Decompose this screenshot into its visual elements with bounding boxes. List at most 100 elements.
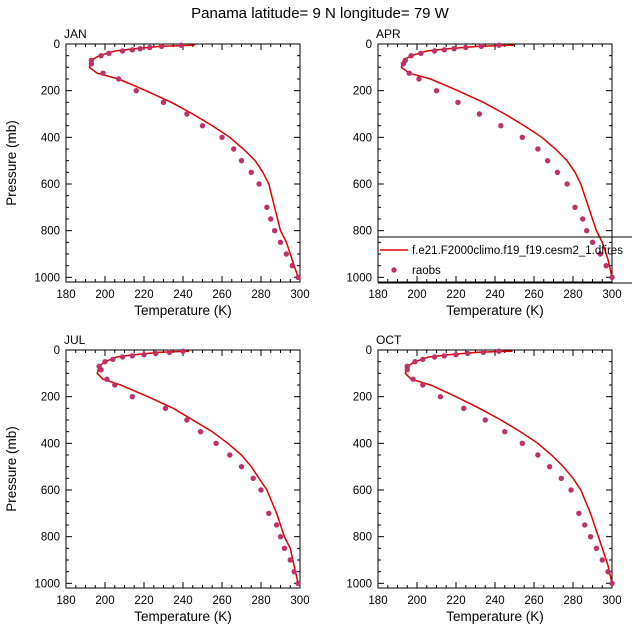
- y-tick-label: 600: [353, 179, 372, 191]
- raobs-point: [408, 52, 414, 59]
- panel-label: APR: [376, 27, 401, 41]
- raobs-point: [605, 568, 611, 575]
- raobs-point: [420, 382, 426, 388]
- raobs-point: [404, 367, 410, 373]
- raobs-point: [110, 356, 116, 363]
- raobs-point: [119, 354, 126, 360]
- x-tick-label: 220: [134, 595, 153, 607]
- x-tick-label: 260: [212, 595, 231, 607]
- raobs-point: [100, 70, 106, 76]
- x-tick-label: 240: [173, 289, 192, 301]
- y-tick-label: 0: [54, 39, 60, 51]
- x-tick-label: 180: [56, 595, 75, 607]
- raobs-point: [564, 181, 570, 187]
- raobs-point: [104, 376, 110, 382]
- raobs-point: [129, 353, 135, 359]
- raobs-point: [158, 43, 165, 50]
- raobs-point: [258, 487, 264, 493]
- y-tick-label: 800: [353, 532, 372, 544]
- x-tick-label: 260: [524, 595, 543, 607]
- raobs-point: [238, 157, 245, 164]
- raobs-point: [433, 87, 440, 94]
- raobs-point: [546, 463, 553, 470]
- raobs-point: [264, 204, 270, 211]
- raobs-point: [455, 99, 461, 106]
- x-tick-label: 220: [446, 595, 465, 607]
- raobs-point: [184, 417, 190, 423]
- y-tick-label: 0: [54, 345, 60, 357]
- y-tick-label: 400: [41, 132, 60, 144]
- raobs-point: [496, 42, 502, 48]
- x-tick-label: 200: [95, 595, 114, 607]
- raobs-point: [213, 440, 219, 447]
- raobs-point: [609, 580, 615, 587]
- plot-frame: [65, 43, 301, 283]
- x-tick-label: 240: [485, 289, 504, 301]
- raobs-point: [437, 393, 444, 400]
- y-tick-label: 200: [41, 86, 60, 98]
- raobs-point: [554, 169, 561, 176]
- x-tick-label: 200: [407, 595, 426, 607]
- y-tick-label: 600: [41, 179, 60, 191]
- model-series-line: [96, 350, 299, 584]
- raobs-point: [219, 134, 225, 141]
- raobs-point: [461, 405, 467, 412]
- raobs-point: [412, 358, 418, 365]
- raobs-point: [153, 350, 159, 357]
- raobs-point: [480, 349, 486, 356]
- raobs-point: [199, 122, 206, 129]
- x-tick-label: 280: [563, 595, 582, 607]
- x-tick-label: 300: [602, 289, 621, 301]
- y-tick-label: 1000: [34, 272, 60, 284]
- panel-label: OCT: [376, 333, 402, 347]
- raobs-point: [250, 475, 256, 482]
- raobs-point: [133, 87, 139, 94]
- model-series-line: [404, 350, 613, 584]
- plot-frame: [377, 349, 613, 589]
- raobs-point: [400, 61, 407, 67]
- raobs-point: [418, 50, 424, 57]
- x-tick-label: 280: [251, 595, 270, 607]
- raobs-point: [576, 510, 582, 517]
- raobs-point: [227, 452, 233, 458]
- raobs-point: [160, 99, 167, 106]
- raobs-point: [589, 239, 596, 246]
- raobs-point: [283, 251, 290, 257]
- legend: f.e21.F2000climo.f19_f19.cesm2_1.dfiresr…: [378, 236, 632, 284]
- raobs-point: [289, 262, 295, 269]
- raobs-point: [271, 227, 278, 234]
- raobs-point: [184, 111, 190, 117]
- raobs-point: [441, 47, 447, 53]
- raobs-point: [277, 533, 284, 540]
- raobs-point: [178, 42, 184, 48]
- raobs-point: [248, 169, 254, 176]
- y-tick-label: 1000: [346, 578, 372, 590]
- x-tick-label: 220: [134, 289, 153, 301]
- raobs-point: [519, 440, 525, 447]
- raobs-point: [498, 122, 504, 129]
- y-axis-label: Pressure (mb): [4, 426, 19, 512]
- raobs-point: [295, 274, 301, 281]
- raobs-point: [197, 428, 204, 435]
- raobs-point: [482, 417, 488, 423]
- raobs-point: [583, 227, 590, 234]
- raobs-point: [496, 348, 502, 354]
- raobs-point: [535, 452, 541, 458]
- raobs-point: [180, 348, 186, 354]
- raobs-point: [406, 70, 412, 76]
- raobs-point: [238, 463, 245, 470]
- raobs-point: [106, 50, 112, 57]
- raobs-point: [416, 76, 422, 82]
- y-tick-label: 600: [353, 485, 372, 497]
- y-tick-label: 0: [366, 345, 372, 357]
- legend-label-model: f.e21.F2000climo.f19_f19.cesm2_1.dfires: [412, 245, 623, 257]
- x-tick-label: 280: [563, 289, 582, 301]
- x-tick-label: 200: [95, 289, 114, 301]
- x-tick-label: 300: [290, 289, 309, 301]
- raobs-point: [609, 274, 615, 281]
- panel-label: JUL: [64, 333, 86, 347]
- raobs-point: [431, 48, 438, 54]
- x-tick-label: 180: [56, 289, 75, 301]
- raobs-point: [587, 533, 594, 540]
